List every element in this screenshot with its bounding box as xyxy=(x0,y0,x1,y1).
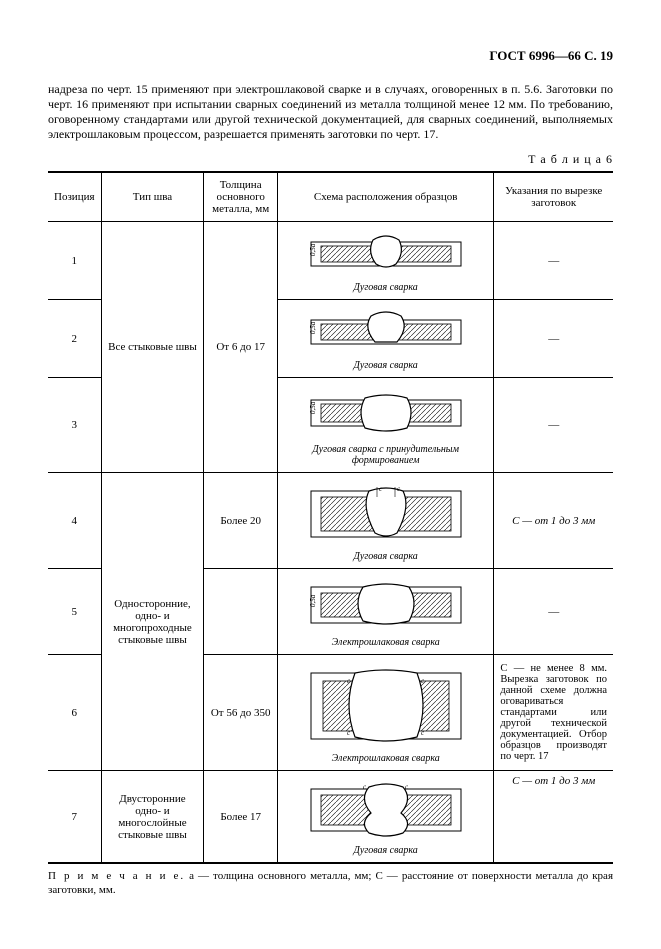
svg-text:0,5a: 0,5a xyxy=(309,321,317,334)
cell-pos: 7 xyxy=(48,771,101,864)
diagram-caption: Дуговая сварка xyxy=(280,845,491,856)
cell-note: — xyxy=(494,378,613,473)
cell-thick: От 56 до 350 xyxy=(204,655,278,771)
cell-diagram: 0,5a Дуговая сварка xyxy=(277,222,493,300)
cell-note: С — не менее 8 мм. Вырезка заготовок по … xyxy=(494,655,613,771)
diagram-caption: Электрошлаковая сварка xyxy=(280,753,491,764)
diagram-caption: Дуговая сварка xyxy=(280,360,491,371)
table-row: 7 Двусторонние одно- и многослойные стык… xyxy=(48,771,613,864)
specimen-table: Позиция Тип шва Толщина основного металл… xyxy=(48,171,613,864)
svg-text:0,5a: 0,5a xyxy=(309,243,317,256)
table-row: 4 Односторонние, одно- и многопроходные … xyxy=(48,473,613,569)
cell-pos: 6 xyxy=(48,655,101,771)
svg-text:0,5a: 0,5a xyxy=(309,401,317,414)
cell-thick: Более 20 xyxy=(204,473,278,569)
cell-diagram: с с Дуговая сварка xyxy=(277,771,493,864)
cell-thick: От 6 до 17 xyxy=(204,222,278,473)
svg-text:0,5a: 0,5a xyxy=(309,594,317,607)
cell-diagram: 0,5a Электрошлаковая сварка xyxy=(277,569,493,655)
cell-thick: Более 17 xyxy=(204,771,278,864)
cell-pos: 4 xyxy=(48,473,101,569)
table-number: Т а б л и ц а 6 xyxy=(48,152,613,167)
cell-type: Все стыковые швы xyxy=(101,222,204,473)
cell-diagram: 0,5a Дуговая сварка xyxy=(277,300,493,378)
col-position: Позиция xyxy=(48,172,101,222)
cell-note: — xyxy=(494,300,613,378)
cell-diagram: 0,5a Дуговая сварка с принудительным фор… xyxy=(277,378,493,473)
cell-pos: 3 xyxy=(48,378,101,473)
col-notes: Указания по вырезке заготовок xyxy=(494,172,613,222)
cell-pos: 1 xyxy=(48,222,101,300)
col-type: Тип шва xyxy=(101,172,204,222)
table-note: П р и м е ч а н и е. а — толщина основно… xyxy=(48,870,613,898)
cell-type: Односторонние, одно- и многопроходные ст… xyxy=(101,473,204,771)
svg-text:с: с xyxy=(405,783,409,791)
note-label: П р и м е ч а н и е. xyxy=(48,870,185,882)
diagram-caption: Дуговая сварка xyxy=(280,282,491,293)
cell-note: С — от 1 до 3 мм xyxy=(494,771,613,864)
diagram-caption: Дуговая сварка с принудительным формиров… xyxy=(280,444,491,466)
cell-note: С — от 1 до 3 мм xyxy=(494,473,613,569)
cell-note: — xyxy=(494,569,613,655)
cell-pos: 5 xyxy=(48,569,101,655)
table-row: 1 Все стыковые швы От 6 до 17 0,5a Дугов… xyxy=(48,222,613,300)
diagram-caption: Дуговая сварка xyxy=(280,551,491,562)
cell-thick xyxy=(204,569,278,655)
cell-pos: 2 xyxy=(48,300,101,378)
col-thickness: Толщина основного металла, мм xyxy=(204,172,278,222)
page-header: ГОСТ 6996—66 С. 19 xyxy=(48,48,613,64)
cell-type: Двусторонние одно- и многослойные стыков… xyxy=(101,771,204,864)
col-scheme: Схема расположения образцов xyxy=(277,172,493,222)
diagram-caption: Электрошлаковая сварка xyxy=(280,637,491,648)
intro-paragraph: надреза по черт. 15 применяют при электр… xyxy=(48,82,613,142)
cell-note: — xyxy=(494,222,613,300)
cell-diagram: с с с с Электрошлаковая сварка xyxy=(277,655,493,771)
cell-diagram: с с Дуговая сварка xyxy=(277,473,493,569)
